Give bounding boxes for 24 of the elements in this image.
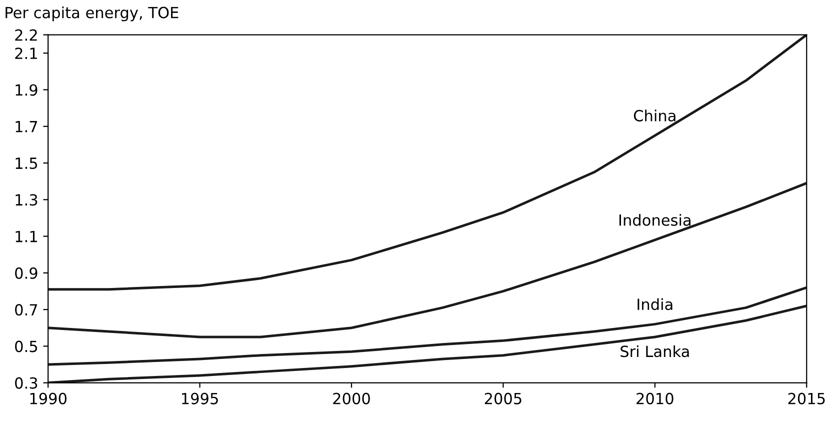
- y-tick-label: 2.1: [15, 48, 37, 59]
- x-tick-label: 2000: [333, 392, 370, 404]
- series-label: India: [638, 298, 672, 310]
- y-axis-title: Per capita energy, TOE: [6, 6, 178, 22]
- x-tick-label: 2015: [788, 392, 825, 404]
- y-tick-label: 1.5: [16, 158, 38, 170]
- y-tick-label: 2.2: [15, 29, 37, 41]
- x-tick-label: 1990: [30, 392, 67, 404]
- series-label: China: [634, 110, 676, 122]
- series-label: Indonesia: [619, 214, 690, 226]
- y-tick-label: 0.7: [15, 304, 38, 316]
- y-tick-label: 0.9: [15, 267, 38, 279]
- line-series: [48, 286, 807, 366]
- y-tick-label: 1.9: [16, 84, 38, 96]
- y-tick-label: 0.5: [15, 340, 38, 352]
- x-tick-label: 1995: [182, 392, 218, 404]
- y-tick-label: 0.3: [15, 377, 38, 389]
- x-tick-label: 2010: [636, 392, 674, 404]
- series-label: Sri Lanka: [620, 345, 689, 358]
- y-tick-label: 1.3: [16, 194, 38, 206]
- y-tick-label: 1.1: [16, 230, 37, 242]
- x-tick-label: 2005: [484, 392, 522, 404]
- line-series: [48, 182, 807, 338]
- y-tick-label: 1.7: [16, 121, 38, 132]
